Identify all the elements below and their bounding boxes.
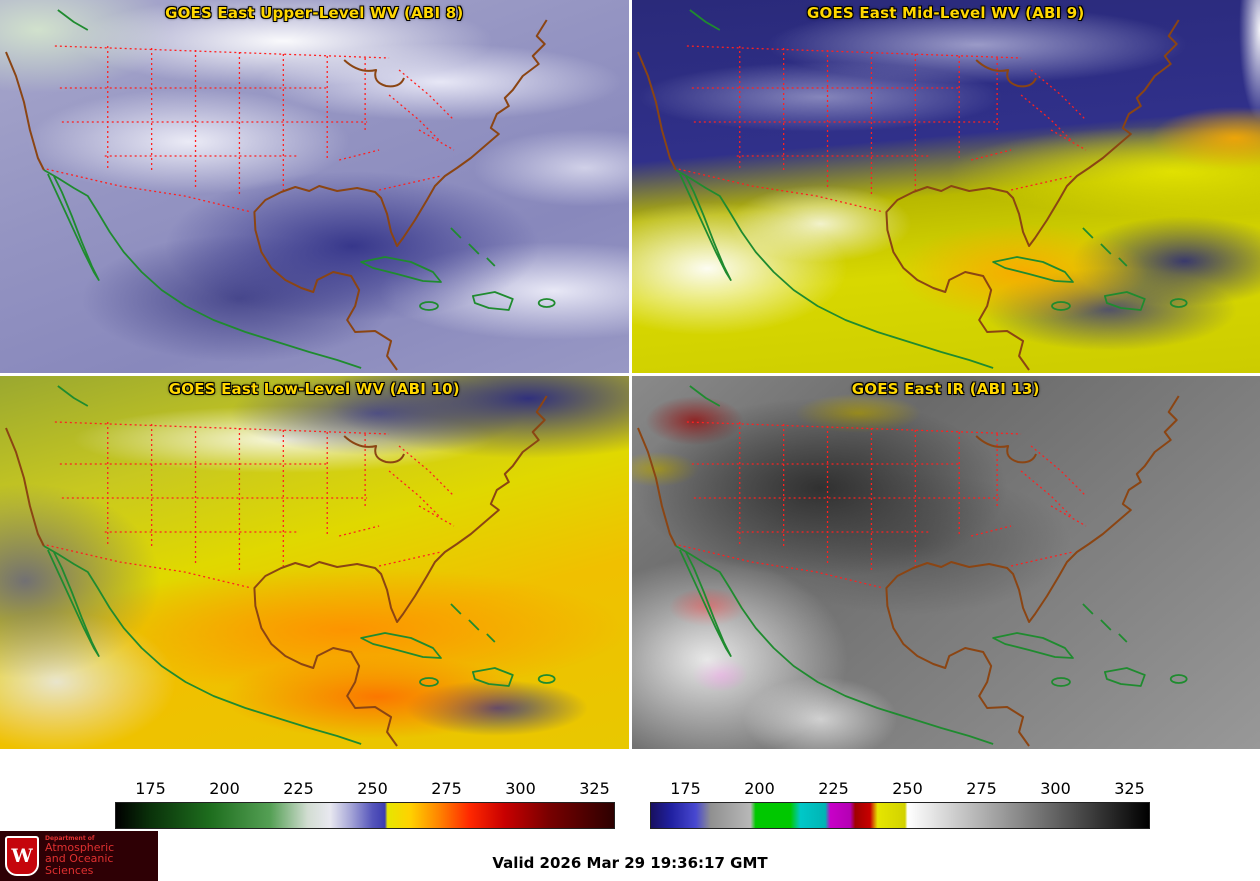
tick-label: 325 — [579, 779, 610, 798]
wv-colorbar-ticks: 175 200 225 250 275 300 325 — [115, 779, 615, 799]
mid-level-wv-imagery — [631, 0, 1260, 373]
panel-upper-level-wv: GOES East Upper-Level WV (ABI 8) — [0, 0, 629, 373]
tick-label: 175 — [135, 779, 166, 798]
upper-level-wv-imagery — [0, 0, 629, 373]
tick-label: 275 — [966, 779, 997, 798]
map-overlay — [4, 9, 556, 371]
tick-label: 250 — [357, 779, 388, 798]
uw-aos-logo[interactable]: W Department of Atmospheric and Oceanic … — [0, 831, 158, 881]
panel-ir: GOES East IR (ABI 13) — [631, 376, 1260, 749]
map-overlay — [4, 385, 556, 747]
tick-label: 175 — [670, 779, 701, 798]
panel-title-upper-level-wv: GOES East Upper-Level WV (ABI 8) — [165, 4, 464, 22]
ir-colorbar: 175 200 225 250 275 300 325 — [650, 779, 1150, 829]
tick-label: 225 — [283, 779, 314, 798]
panel-title-ir: GOES East IR (ABI 13) — [851, 380, 1040, 398]
tick-label: 300 — [1040, 779, 1071, 798]
tick-label: 325 — [1114, 779, 1145, 798]
colorbar-section: 175 200 225 250 275 300 325 175 200 225 … — [0, 749, 1260, 829]
tick-label: 275 — [431, 779, 462, 798]
logo-line-1: Atmospheric — [45, 840, 115, 854]
ir-colorbar-gradient — [650, 802, 1150, 829]
uw-crest-icon: W — [5, 836, 39, 876]
logo-line-2: and Oceanic Sciences — [45, 852, 114, 877]
panel-title-mid-level-wv: GOES East Mid-Level WV (ABI 9) — [807, 4, 1085, 22]
wv-colorbar: 175 200 225 250 275 300 325 — [115, 779, 615, 829]
wv-colorbar-gradient — [115, 802, 615, 829]
panel-title-low-level-wv: GOES East Low-Level WV (ABI 10) — [168, 380, 460, 398]
tick-label: 200 — [209, 779, 240, 798]
satellite-image-grid: GOES East Upper-Level WV (ABI 8) GOES Ea… — [0, 0, 1260, 749]
low-level-wv-imagery — [0, 376, 629, 749]
tick-label: 225 — [818, 779, 849, 798]
tick-label: 300 — [505, 779, 536, 798]
ir-imagery — [631, 376, 1260, 749]
tick-label: 200 — [744, 779, 775, 798]
logo-text: Department of Atmospheric and Oceanic Sc… — [45, 834, 158, 877]
valid-time: Valid 2026 Mar 29 19:36:17 GMT — [492, 854, 768, 872]
tick-label: 250 — [892, 779, 923, 798]
map-overlay — [636, 9, 1188, 371]
ir-colorbar-ticks: 175 200 225 250 275 300 325 — [650, 779, 1150, 799]
map-overlay — [636, 385, 1188, 747]
panel-low-level-wv: GOES East Low-Level WV (ABI 10) — [0, 376, 629, 749]
panel-mid-level-wv: GOES East Mid-Level WV (ABI 9) — [631, 0, 1260, 373]
logo-department-line: Department of — [45, 834, 95, 842]
